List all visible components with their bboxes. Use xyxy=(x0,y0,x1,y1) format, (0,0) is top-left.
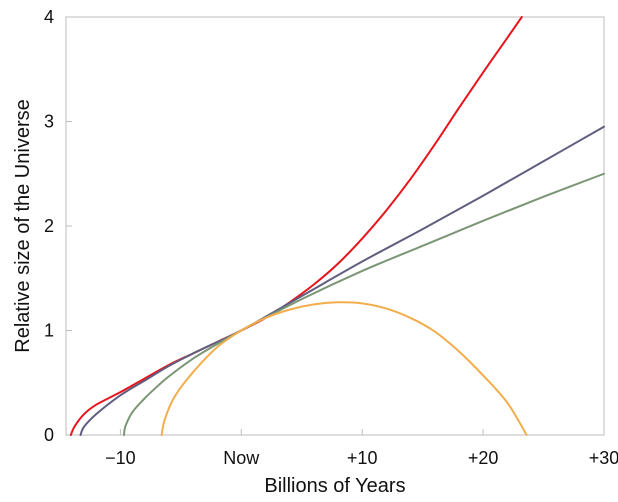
series-layer xyxy=(69,16,605,436)
y-axis-ticks: 0 1 2 3 4 xyxy=(44,7,72,445)
x-tick-label: +10 xyxy=(347,448,378,468)
plot-frame xyxy=(65,16,605,436)
series-line-2 xyxy=(79,125,605,436)
y-tick-label: 3 xyxy=(44,112,54,132)
x-tick-label: −10 xyxy=(105,448,136,468)
y-tick-label: 2 xyxy=(44,216,54,236)
y-axis-title: Relative size of the Universe xyxy=(12,99,34,352)
y-tick-label: 0 xyxy=(44,425,54,445)
x-tick-label: Now xyxy=(223,448,260,468)
y-tick-label: 1 xyxy=(44,321,54,341)
x-axis-ticks: −10 Now +10 +20 +30 xyxy=(105,429,618,468)
x-tick-label: +30 xyxy=(589,448,618,468)
series-line-3 xyxy=(123,172,605,436)
y-tick-label: 4 xyxy=(44,7,54,27)
x-tick-label: +20 xyxy=(468,448,499,468)
x-axis-title: Billions of Years xyxy=(264,475,405,497)
series-line-4 xyxy=(160,301,528,436)
